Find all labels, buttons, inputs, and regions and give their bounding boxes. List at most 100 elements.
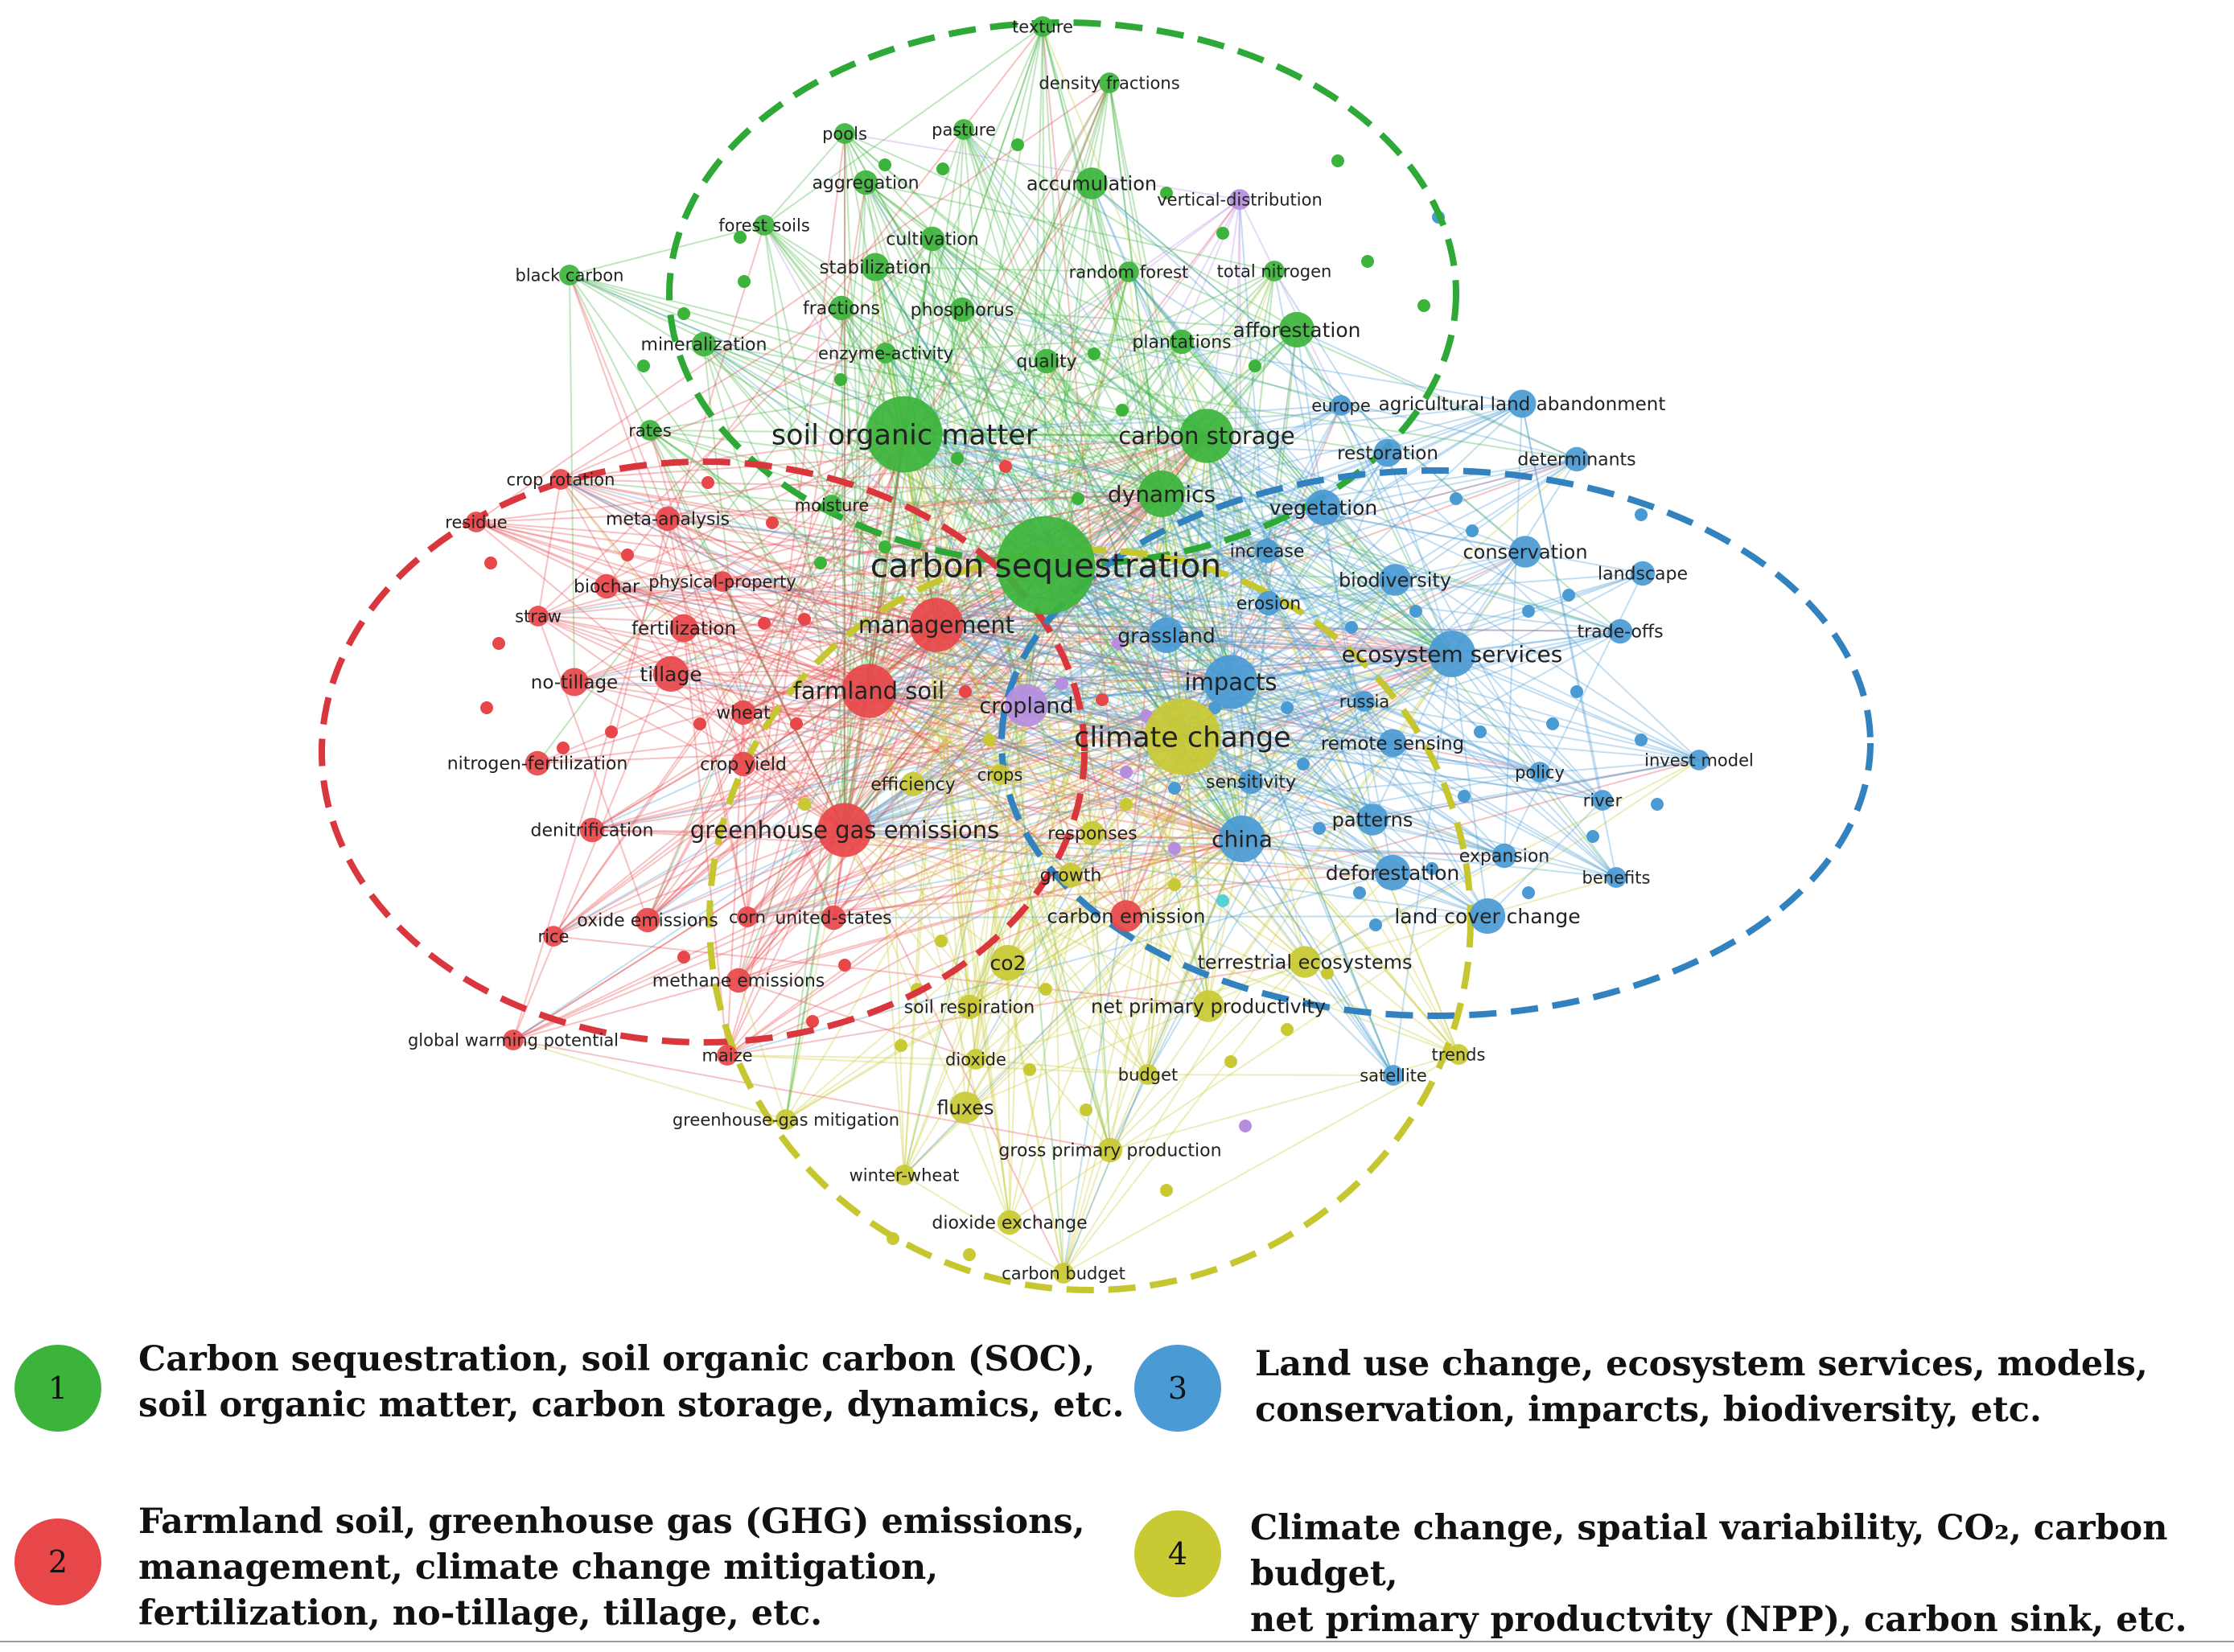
keyword-node-circle	[841, 664, 896, 718]
network-edge	[932, 238, 1183, 343]
keyword-node: crop yield	[700, 751, 787, 777]
keyword-node-label: dynamics	[1108, 481, 1216, 508]
keyword-node: corn	[729, 906, 766, 927]
network-edge	[903, 434, 1373, 820]
keyword-node-circle	[875, 343, 896, 364]
keyword-node-circle	[996, 516, 1096, 615]
network-edge	[1182, 507, 1324, 738]
keyword-node-label: winter-wheat	[850, 1165, 960, 1185]
keyword-node: greenhouse gas emissions	[690, 803, 999, 857]
keyword-node: invest model	[1644, 750, 1754, 771]
network-dot	[1281, 701, 1294, 714]
keyword-node-circle	[1219, 816, 1265, 862]
keyword-node: farmland soil	[793, 664, 944, 718]
network-dot	[677, 307, 690, 320]
keyword-node-label: carbon emission	[1047, 905, 1206, 927]
keyword-node-label: gross primary production	[998, 1141, 1221, 1161]
keyword-node-label: ecosystem services	[1342, 641, 1563, 668]
network-edge	[726, 653, 1453, 1056]
network-edge	[512, 736, 1183, 1041]
keyword-node-label: erosion	[1236, 594, 1302, 614]
network-dot	[798, 798, 811, 811]
network-edge	[936, 129, 965, 626]
keyword-node-label: corn	[729, 907, 766, 927]
network-edge	[903, 653, 1453, 1176]
network-edge	[1182, 736, 1209, 1007]
network-edge	[1239, 199, 1269, 604]
network-edge	[1045, 565, 1365, 702]
network-edge	[903, 26, 1043, 435]
network-edge	[868, 507, 1324, 692]
keyword-node-circle	[594, 573, 619, 599]
keyword-node: quality	[1016, 348, 1077, 374]
network-edge	[965, 736, 1183, 1108]
keyword-node-circle	[1606, 867, 1627, 888]
keyword-node: straw	[515, 606, 562, 627]
network-edge	[903, 82, 1110, 435]
keyword-node-circle	[1379, 564, 1411, 596]
network-edge	[1045, 271, 1129, 566]
network-edge	[1296, 329, 1453, 655]
network-edge	[1182, 736, 1459, 1055]
network-edge	[647, 405, 1342, 921]
network-dot	[935, 935, 948, 947]
keyword-node-circle	[1592, 790, 1613, 811]
network-edge	[936, 624, 1453, 655]
network-dot	[959, 685, 972, 698]
network-edge	[606, 586, 1393, 744]
network-edge	[1046, 82, 1110, 362]
keyword-node-circle	[1144, 698, 1221, 775]
network-dot	[1023, 1063, 1036, 1076]
network-dot	[1586, 830, 1599, 843]
keyword-node-circle	[957, 994, 982, 1020]
network-edge	[963, 129, 1232, 683]
network-edge	[1026, 341, 1183, 706]
network-edge	[865, 182, 1453, 655]
network-edge	[1026, 199, 1240, 706]
network-edge	[670, 673, 1243, 840]
network-edge	[841, 307, 845, 831]
network-edge	[537, 615, 1093, 834]
keyword-node: patterns	[1332, 803, 1413, 836]
network-edge	[903, 701, 1365, 1176]
network-edge	[1161, 493, 1393, 873]
network-edge	[591, 829, 1243, 840]
network-edge	[591, 653, 1453, 831]
network-edge	[1230, 681, 1393, 744]
network-edge	[1266, 550, 1617, 878]
network-edge	[647, 26, 1043, 921]
network-edge	[865, 182, 1183, 738]
network-edge	[1091, 183, 1232, 683]
network-edge	[936, 624, 1232, 683]
network-edge	[833, 624, 937, 918]
network-edge	[1045, 565, 1488, 917]
network-edge	[903, 434, 1505, 857]
network-edge	[903, 434, 1324, 508]
keyword-node: policy	[1515, 762, 1565, 783]
network-edge	[903, 434, 1621, 632]
keyword-node: carbon budget	[1002, 1263, 1125, 1284]
network-edge	[606, 586, 937, 626]
keyword-node-circle	[1289, 946, 1321, 978]
keyword-node-label: soil respiration	[904, 998, 1035, 1018]
network-edge	[903, 271, 1129, 435]
keyword-node-label: remote sensing	[1321, 734, 1464, 754]
network-edge	[844, 133, 1240, 200]
keyword-node-circle	[861, 253, 890, 281]
keyword-node: efficiency	[870, 771, 956, 797]
network-dot	[1466, 524, 1479, 537]
keyword-node-circle	[866, 396, 943, 473]
network-edge	[1109, 838, 1243, 1151]
network-edge	[936, 624, 1393, 744]
network-edge	[932, 238, 963, 310]
keyword-node-circle	[920, 226, 945, 252]
keyword-node-circle	[543, 926, 564, 947]
network-edge	[475, 521, 1183, 738]
network-edge	[1206, 435, 1269, 604]
keyword-node: crops	[977, 764, 1022, 785]
keyword-node-circle	[1099, 72, 1120, 93]
keyword-node-circle	[1032, 16, 1053, 37]
network-edge	[844, 736, 1183, 831]
keyword-node-label: cultivation	[886, 230, 979, 250]
network-edge	[844, 403, 1523, 831]
